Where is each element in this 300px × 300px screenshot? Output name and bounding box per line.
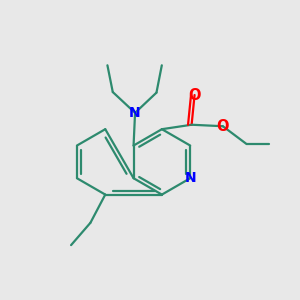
- Text: O: O: [217, 119, 229, 134]
- Text: O: O: [188, 88, 201, 103]
- Text: N: N: [184, 171, 196, 185]
- Text: N: N: [129, 106, 141, 120]
